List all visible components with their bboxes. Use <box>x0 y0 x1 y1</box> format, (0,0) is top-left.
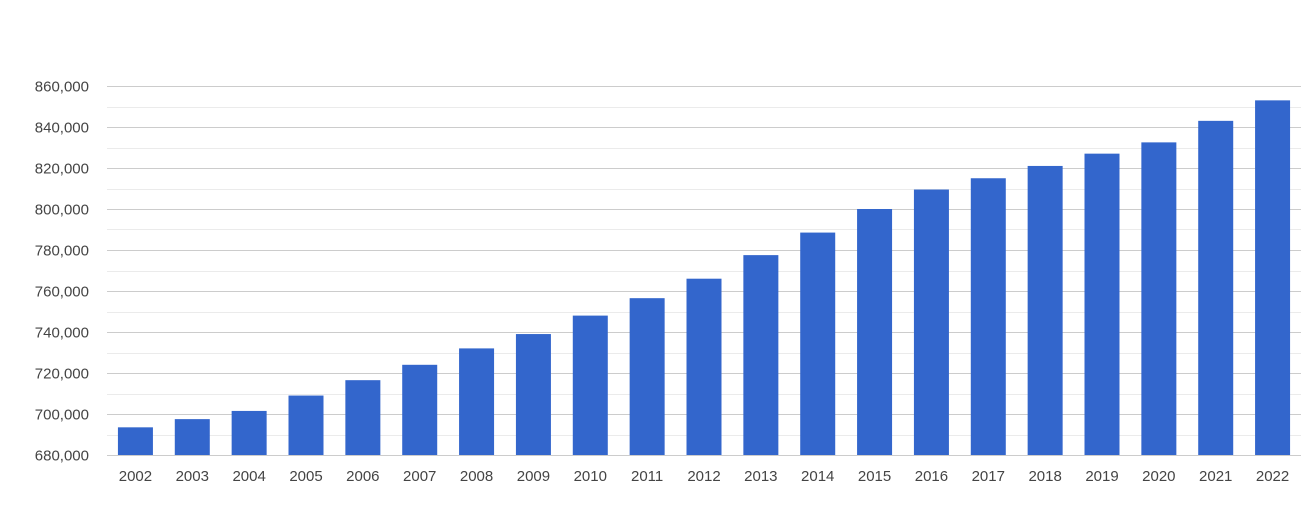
x-tick-label: 2005 <box>289 468 322 485</box>
x-tick-label: 2017 <box>972 468 1005 485</box>
y-tick-label: 780,000 <box>35 243 89 260</box>
bar <box>686 278 722 455</box>
bar <box>174 419 210 455</box>
x-tick-label: 2010 <box>574 468 607 485</box>
x-tick-label: 2018 <box>1028 468 1061 485</box>
y-tick-label: 800,000 <box>35 202 89 219</box>
bar <box>800 232 836 455</box>
bar <box>857 209 893 455</box>
y-tick-label: 740,000 <box>35 325 89 342</box>
x-tick-label: 2014 <box>801 468 834 485</box>
x-axis: 2002 2003 2004 2005 2006 2007 2008 2009 2010 2011… <box>119 468 1290 485</box>
y-tick-label: 860,000 <box>35 79 89 96</box>
bar <box>515 334 551 455</box>
x-tick-label: 2008 <box>460 468 493 485</box>
bar <box>1198 120 1234 455</box>
bar <box>402 364 438 455</box>
y-tick-label: 720,000 <box>35 366 89 383</box>
x-tick-label: 2011 <box>631 468 663 485</box>
bar <box>743 255 779 455</box>
x-tick-label: 2021 <box>1199 468 1232 485</box>
bar <box>629 298 665 455</box>
x-tick-label: 2002 <box>119 468 152 485</box>
x-tick-label: 2019 <box>1085 468 1118 485</box>
bars <box>117 100 1291 455</box>
x-tick-label: 2012 <box>687 468 720 485</box>
y-tick-label: 840,000 <box>35 120 89 137</box>
bar <box>1255 100 1291 455</box>
x-tick-label: 2004 <box>232 468 265 485</box>
y-tick-label: 760,000 <box>35 284 89 301</box>
y-tick-label: 700,000 <box>35 407 89 424</box>
bar <box>1027 165 1063 455</box>
x-tick-label: 2022 <box>1256 468 1289 485</box>
bar <box>459 348 495 455</box>
x-tick-label: 2009 <box>517 468 550 485</box>
x-tick-label: 2015 <box>858 468 891 485</box>
bar <box>288 395 324 455</box>
y-tick-label: 680,000 <box>35 448 89 465</box>
bar <box>970 178 1006 455</box>
bar <box>913 189 949 455</box>
x-tick-label: 2016 <box>915 468 948 485</box>
bar <box>345 380 381 455</box>
x-tick-label: 2007 <box>403 468 436 485</box>
x-tick-label: 2013 <box>744 468 777 485</box>
y-tick-label: 820,000 <box>35 161 89 178</box>
x-tick-label: 2020 <box>1142 468 1175 485</box>
bar <box>1141 142 1177 455</box>
bar <box>231 410 267 455</box>
x-tick-label: 2003 <box>176 468 209 485</box>
bar <box>1084 153 1120 455</box>
bar <box>572 315 608 455</box>
bar <box>117 427 153 455</box>
y-axis: 680,000 700,000 720,000 740,000 760,000 780,0… <box>35 79 89 465</box>
x-tick-label: 2006 <box>346 468 379 485</box>
